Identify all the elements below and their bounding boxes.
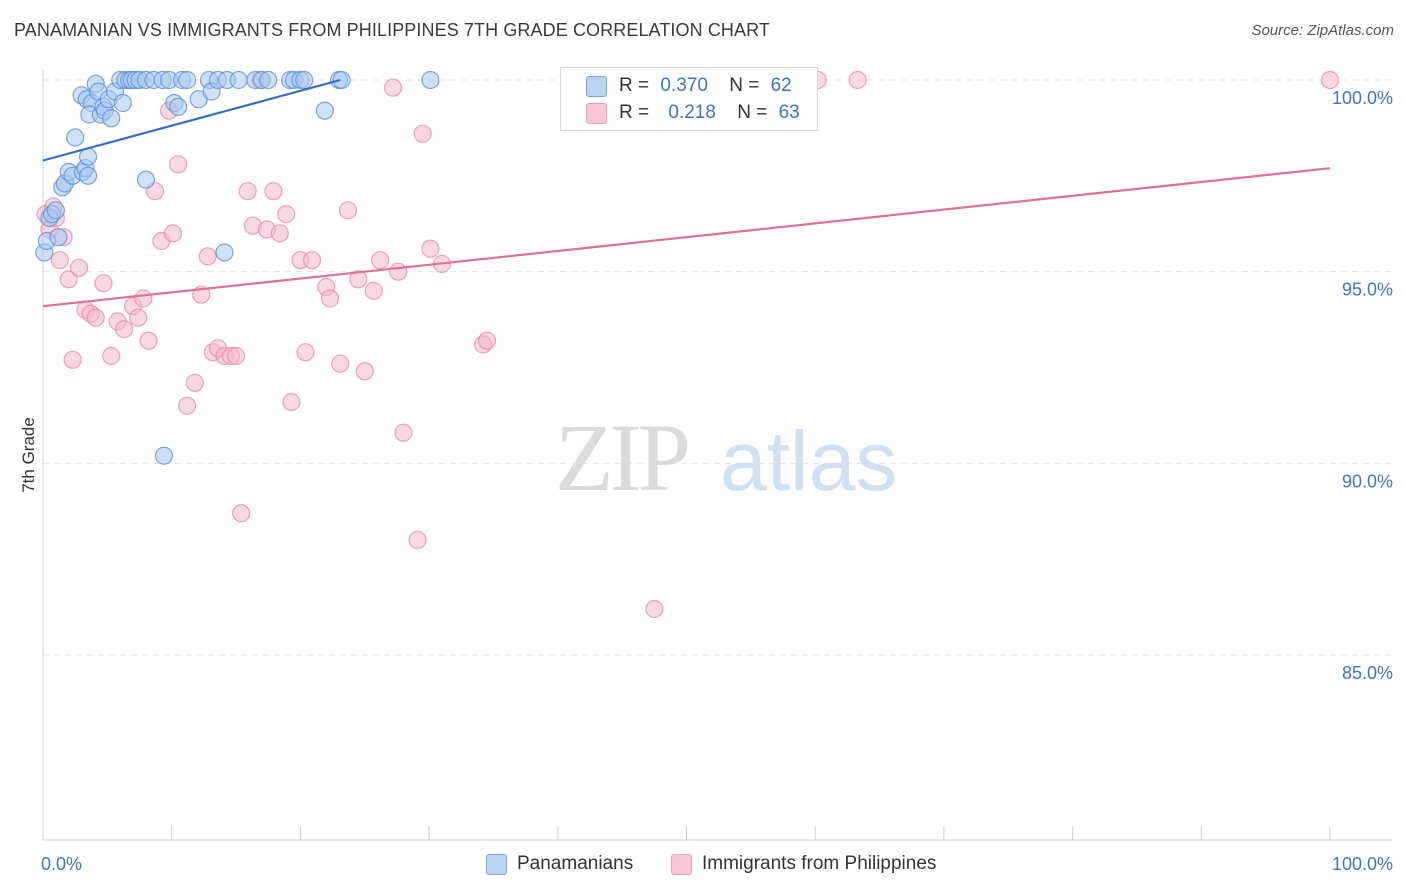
legend-label-philippines: Immigrants from Philippines (702, 853, 937, 874)
watermark-atlas: atlas (720, 414, 897, 508)
philippines-point-35 (238, 182, 257, 201)
source-label: Source: ZipAtlas.com (1251, 22, 1394, 39)
x-ticks (42, 826, 1331, 840)
philippines-point-45 (302, 251, 322, 270)
philippines-point-41 (277, 205, 296, 224)
panamanians-point-58 (421, 70, 440, 90)
philippines-point-66 (1320, 70, 1340, 90)
n-value: 63 (778, 102, 800, 123)
panamanians-point-54 (295, 70, 314, 90)
chart-title: PANAMANIAN VS IMMIGRANTS FROM PHILIPPINE… (14, 20, 770, 40)
panamanians-point-47 (229, 70, 248, 90)
philippines-point-25 (178, 396, 197, 415)
watermark: ZIP atlas (555, 404, 897, 511)
x-tick-label-1: 100.0% (1332, 854, 1393, 874)
philippines-point-8 (69, 258, 89, 277)
gridlines (43, 79, 1392, 656)
philippines-point-65 (848, 70, 867, 90)
panamanians-point-61 (154, 446, 174, 465)
r-value: 0.218 (668, 102, 716, 123)
y-tick-labels: 100.0% 95.0% 90.0% 85.0% (1332, 88, 1393, 683)
philippines-point-48 (331, 354, 350, 373)
x-tick-label-0: 0.0% (41, 854, 82, 874)
legend-swatch-panamanians (486, 853, 507, 875)
panamanians-point-55 (315, 101, 334, 120)
philippines-point-40 (270, 224, 289, 243)
y-tick-label-0: 100.0% (1332, 88, 1393, 108)
philippines-point-53 (371, 251, 390, 270)
philippines-point-17 (129, 308, 148, 327)
philippines-point-57 (408, 530, 427, 550)
philippines-point-19 (139, 331, 158, 350)
y-tick-label-2: 90.0% (1342, 471, 1393, 491)
philippines-point-11 (86, 308, 105, 327)
panamanians-point-4 (46, 201, 65, 220)
philippines-point-15 (114, 320, 134, 339)
philippines-point-39 (264, 182, 283, 201)
n-label: N = (737, 102, 768, 123)
legend-swatch-philippines (671, 853, 692, 875)
n-label: N = (729, 75, 760, 96)
philippines-point-7 (63, 350, 82, 369)
philippines-point-12 (94, 274, 113, 293)
philippines-point-18 (134, 289, 153, 308)
philippines-point-59 (421, 239, 440, 258)
trend-line-panamanians (42, 78, 341, 162)
legend-stats-panamanians: R = 0.370 N = 62 (619, 75, 792, 97)
philippines-point-58 (413, 124, 432, 143)
philippines-point-49 (338, 201, 358, 220)
panamanians-point-28 (113, 93, 132, 113)
panamanians-point-50 (259, 70, 278, 90)
panamanians-point-13 (78, 166, 98, 185)
panamanians-point-60 (215, 243, 234, 262)
watermark-zip: ZIP (555, 404, 688, 511)
correlation-legend: R = 0.370 N = 62 R = 0.218 N = 63 (560, 67, 818, 131)
panamanians-point-10 (66, 128, 85, 147)
panamanians-point-5 (49, 228, 68, 247)
philippines-point-44 (296, 343, 315, 362)
philippines-point-6 (59, 270, 78, 289)
panamanians-point-39 (169, 97, 188, 116)
philippines-point-55 (389, 262, 408, 281)
philippines-point-24 (169, 155, 188, 174)
philippines-point-13 (102, 346, 121, 366)
x-tick-labels: 0.0% 100.0% (41, 854, 1393, 874)
legend-swatch-philippines (586, 102, 607, 124)
legend-item-philippines[interactable]: Immigrants from Philippines (671, 852, 936, 876)
legend-stats-philippines: R = 0.218 N = 63 (619, 102, 800, 124)
trend-line-philippines (42, 167, 1331, 308)
series-philippines-points (36, 70, 1340, 619)
legend-label-panamanians: Panamanians (517, 853, 634, 874)
n-value: 62 (770, 75, 792, 96)
y-tick-label-3: 85.0% (1342, 663, 1393, 683)
panamanians-point-57 (332, 70, 351, 90)
philippines-point-51 (355, 362, 374, 381)
philippines-point-26 (185, 373, 204, 392)
philippines-point-63 (645, 599, 664, 619)
panamanians-point-59 (136, 170, 156, 189)
legend-swatch-panamanians (586, 75, 607, 97)
r-label: R = (619, 75, 650, 96)
philippines-point-56 (394, 423, 413, 442)
philippines-point-23 (163, 224, 183, 243)
philippines-point-4 (50, 251, 69, 270)
r-value: 0.370 (660, 75, 708, 96)
philippines-point-33 (226, 346, 246, 366)
r-label: R = (619, 102, 650, 123)
philippines-point-28 (198, 247, 217, 266)
philippines-point-47 (320, 289, 340, 308)
panamanians-point-25 (102, 109, 121, 128)
philippines-point-50 (349, 270, 368, 289)
y-axis-label: 7th Grade (19, 417, 38, 493)
philippines-point-54 (383, 78, 403, 97)
y-tick-label-1: 95.0% (1342, 280, 1393, 300)
legend-item-panamanians[interactable]: Panamanians (486, 852, 633, 876)
series-panamanians-points (35, 70, 440, 465)
panamanians-point-41 (178, 70, 197, 90)
philippines-point-52 (364, 281, 383, 300)
philippines-point-42 (282, 392, 301, 412)
philippines-point-62 (477, 331, 497, 350)
philippines-point-34 (232, 504, 251, 523)
